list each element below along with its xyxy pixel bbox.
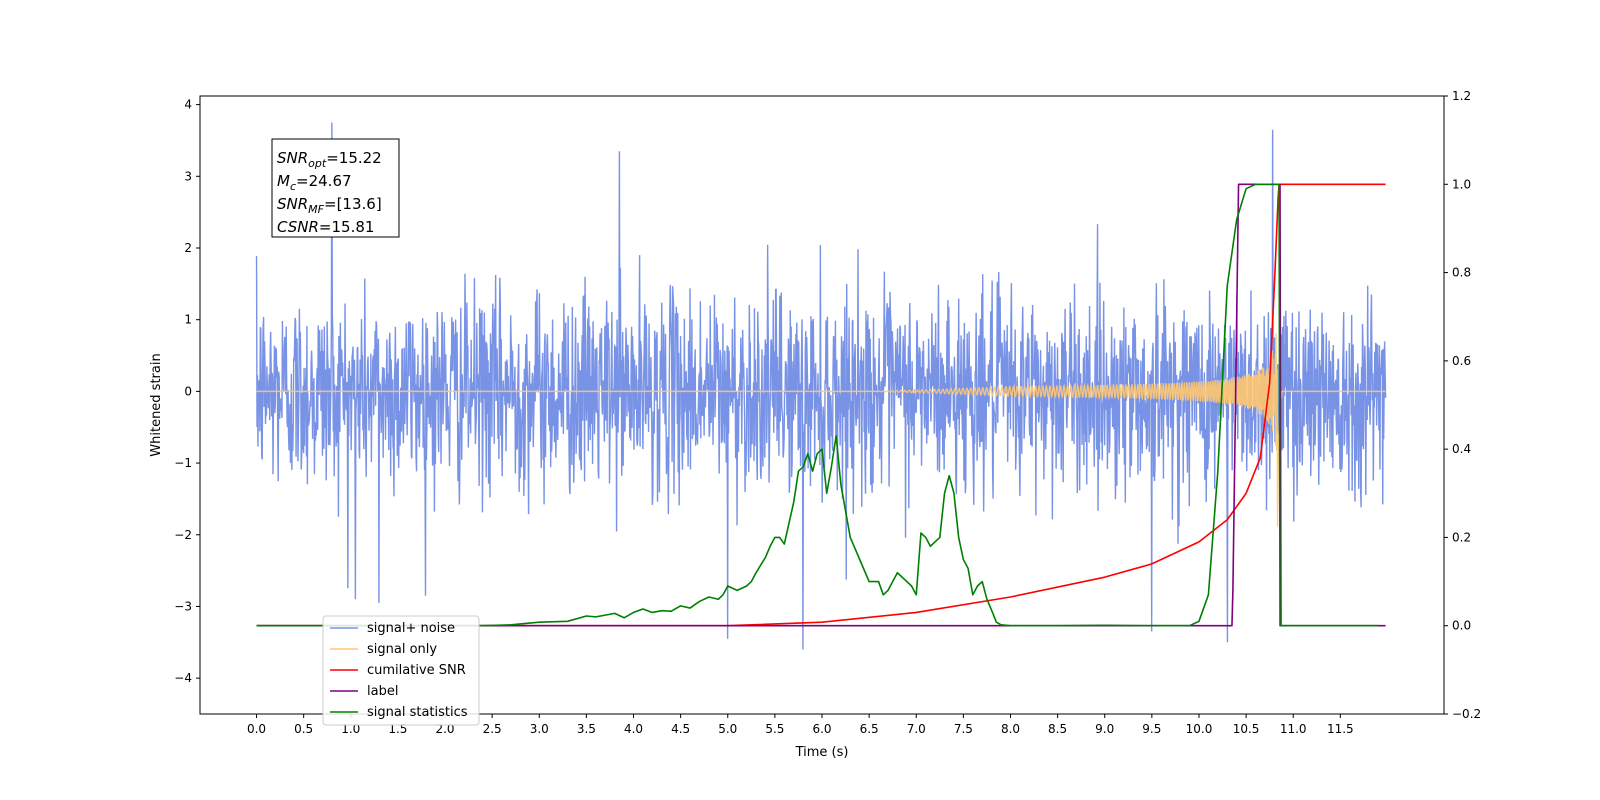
- legend-label: signal+ noise: [367, 621, 455, 636]
- x-tick-label: 10.0: [1186, 722, 1213, 736]
- y-tick-label: 2: [184, 241, 192, 255]
- y-tick-label: 0: [184, 384, 192, 398]
- x-tick-label: 3.0: [530, 722, 549, 736]
- x-tick-label: 0.0: [247, 722, 266, 736]
- y2-tick-label: 0.2: [1452, 530, 1471, 544]
- series-signal-noise-line: [255, 122, 1387, 650]
- stats-box-frame: [271, 138, 400, 238]
- y-axis-left: 4 3 2 1 0 −1 −2 −3 −4: [174, 98, 200, 685]
- stats-line: Mc=24.67: [277, 172, 352, 193]
- y2-tick-label: 1.0: [1452, 177, 1471, 191]
- legend-label: label: [367, 684, 398, 699]
- stats-line: SNRMF=[13.6]: [277, 195, 382, 216]
- y2-tick-label: 0.8: [1452, 266, 1471, 280]
- stats-line: CSNR=15.81: [277, 218, 374, 236]
- x-tick-label: 5.5: [765, 722, 784, 736]
- series-signal-only-line: [256, 333, 1386, 527]
- y2-tick-label: 0.4: [1452, 442, 1471, 456]
- y-tick-label: −4: [174, 671, 192, 685]
- y-tick-label: −3: [174, 599, 192, 613]
- legend-item: signal statistics: [330, 705, 468, 720]
- y2-tick-label: 0.6: [1452, 354, 1471, 368]
- x-axis-label: Time (s): [795, 745, 849, 760]
- x-tick-label: 0.5: [294, 722, 313, 736]
- x-tick-label: 11.5: [1327, 722, 1354, 736]
- legend-label: cumilative SNR: [367, 663, 466, 678]
- x-tick-label: 7.5: [954, 722, 973, 736]
- x-tick-label: 8.0: [1001, 722, 1020, 736]
- x-tick-label: 9.0: [1095, 722, 1114, 736]
- legend-item: signal only: [330, 642, 437, 657]
- x-tick-label: 11.0: [1280, 722, 1307, 736]
- x-tick-label: 2.5: [483, 722, 502, 736]
- x-tick-label: 8.5: [1048, 722, 1067, 736]
- legend-item: label: [330, 684, 398, 699]
- series-signal-statistics-line: [256, 183, 1379, 627]
- y2-tick-label: −0.2: [1452, 707, 1481, 721]
- x-tick-label: 6.5: [860, 722, 879, 736]
- y-tick-label: 4: [184, 98, 192, 112]
- legend-label: signal only: [367, 642, 437, 657]
- x-tick-label: 5.0: [718, 722, 737, 736]
- y-tick-label: 1: [184, 313, 192, 327]
- y-tick-label: −2: [174, 528, 192, 542]
- stats-line: SNRopt=15.22: [277, 149, 382, 170]
- legend-item: signal+ noise: [330, 621, 455, 636]
- legend-item: cumilative SNR: [330, 663, 466, 678]
- x-tick-label: 4.5: [671, 722, 690, 736]
- x-tick-label: 10.5: [1233, 722, 1260, 736]
- legend: signal+ noise signal only cumilative SNR la…: [322, 615, 480, 726]
- x-tick-label: 9.5: [1142, 722, 1161, 736]
- y-tick-label: 3: [184, 169, 192, 183]
- x-tick-label: 7.0: [907, 722, 926, 736]
- x-tick-label: 3.5: [577, 722, 596, 736]
- y2-tick-label: 1.2: [1452, 89, 1471, 103]
- plot-area: [255, 122, 1387, 650]
- y-axis-label: Whitened strain: [149, 353, 164, 456]
- y2-tick-label: 0.0: [1452, 619, 1471, 633]
- x-tick-label: 6.0: [812, 722, 831, 736]
- y-tick-label: −1: [174, 456, 192, 470]
- y-axis-right: 1.2 1.0 0.8 0.6 0.4 0.2 0.0 −0.2: [1444, 89, 1481, 721]
- legend-frame: [322, 615, 480, 726]
- legend-label: signal statistics: [367, 705, 468, 720]
- x-tick-label: 4.0: [624, 722, 643, 736]
